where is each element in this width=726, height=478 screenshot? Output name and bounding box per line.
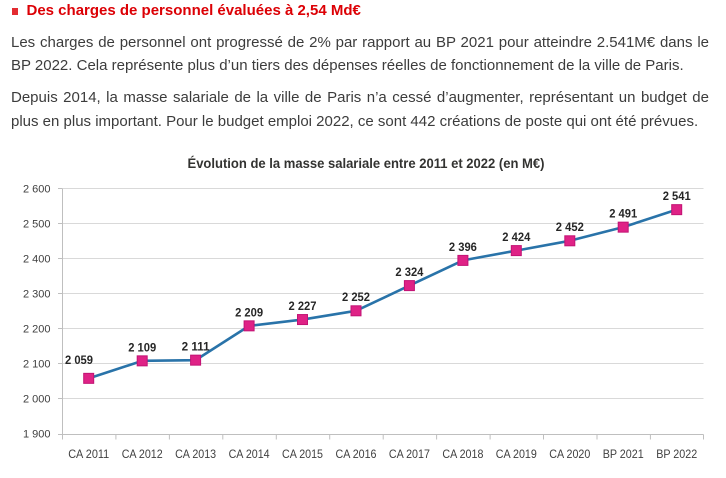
svg-text:2 500: 2 500 — [23, 219, 51, 231]
svg-text:2 324: 2 324 — [395, 265, 423, 279]
svg-text:2 396: 2 396 — [449, 240, 477, 254]
svg-text:CA 2016: CA 2016 — [336, 449, 377, 461]
svg-text:2 252: 2 252 — [342, 290, 370, 304]
svg-text:2 100: 2 100 — [23, 359, 51, 371]
svg-text:2 200: 2 200 — [23, 324, 51, 336]
svg-text:2 209: 2 209 — [235, 305, 263, 319]
svg-text:BP 2021: BP 2021 — [603, 449, 644, 461]
svg-text:CA 2011: CA 2011 — [68, 449, 109, 461]
svg-text:BP 2022: BP 2022 — [656, 449, 697, 461]
svg-text:CA 2015: CA 2015 — [282, 449, 323, 461]
svg-text:2 452: 2 452 — [556, 220, 584, 234]
svg-text:2 227: 2 227 — [289, 299, 317, 313]
svg-text:2 111: 2 111 — [182, 340, 210, 354]
svg-text:2 400: 2 400 — [23, 254, 51, 266]
svg-text:CA 2018: CA 2018 — [442, 449, 483, 461]
svg-text:CA 2020: CA 2020 — [549, 449, 590, 461]
svg-text:2 491: 2 491 — [609, 207, 637, 221]
svg-text:CA 2014: CA 2014 — [229, 449, 271, 461]
svg-text:CA 2013: CA 2013 — [175, 449, 216, 461]
svg-text:2 300: 2 300 — [23, 289, 51, 301]
svg-text:Évolution de la masse salarial: Évolution de la masse salariale entre 20… — [188, 155, 545, 172]
svg-text:CA 2017: CA 2017 — [389, 449, 430, 461]
svg-text:2 541: 2 541 — [663, 189, 691, 203]
svg-text:2 109: 2 109 — [128, 340, 156, 354]
svg-text:1 900: 1 900 — [23, 429, 51, 441]
svg-text:CA 2012: CA 2012 — [122, 449, 163, 461]
svg-text:2 600: 2 600 — [23, 184, 51, 196]
svg-text:CA 2019: CA 2019 — [496, 449, 537, 461]
svg-text:2 000: 2 000 — [23, 394, 51, 406]
svg-text:2 059: 2 059 — [65, 353, 93, 367]
svg-text:2 424: 2 424 — [502, 230, 530, 244]
